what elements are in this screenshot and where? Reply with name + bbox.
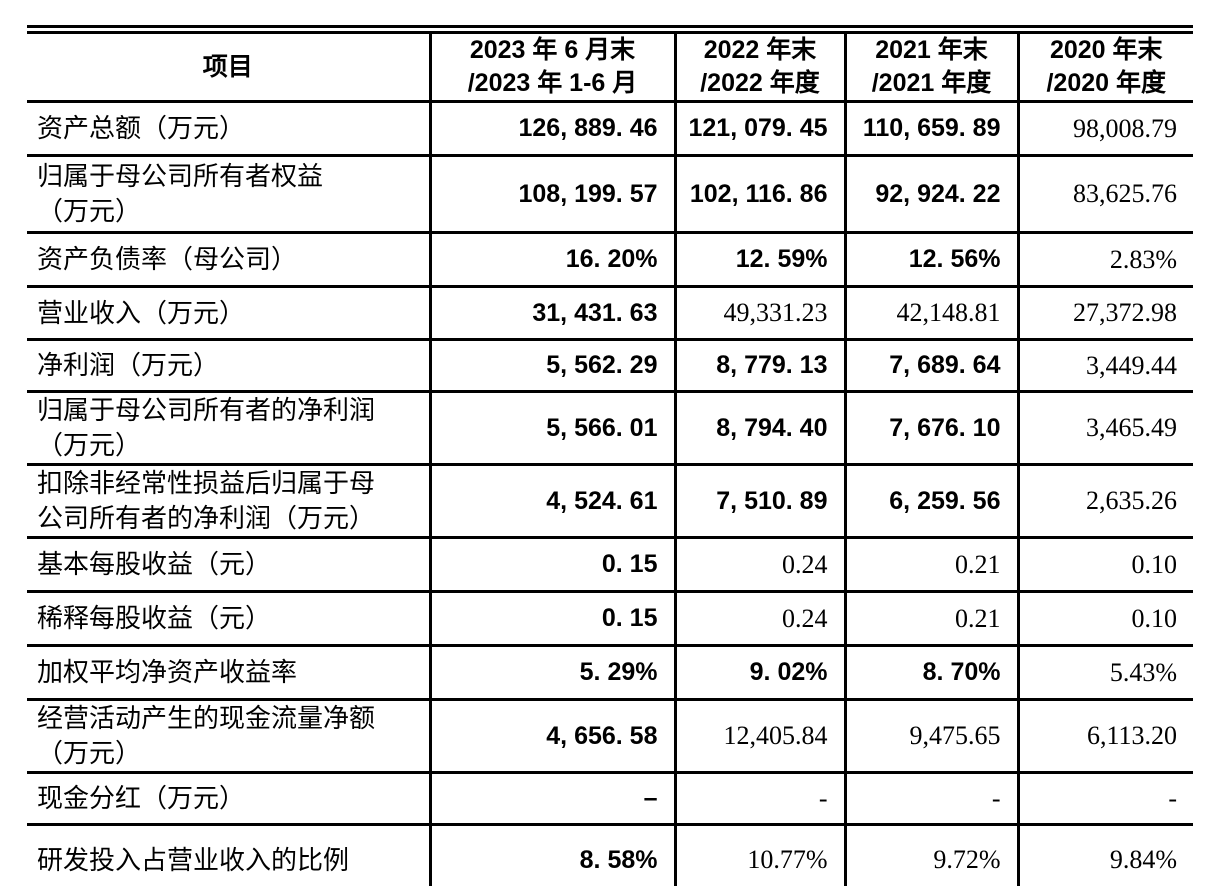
row-label: 资产总额（万元） (27, 101, 432, 157)
row-label: 经营活动产生的现金流量净额 （万元） (27, 699, 432, 774)
row-label: 净利润（万元） (27, 339, 432, 393)
cell-value: 16. 20% (430, 232, 677, 288)
financial-summary-table: 项目 2023 年 6 月末 /2023 年 1-6 月 2022 年末 /2022… (27, 25, 1193, 886)
column-header-2022: 2022 年末 /2022 年度 (675, 29, 847, 103)
cell-value: 102, 116. 86 (675, 155, 847, 234)
cell-value: 4, 656. 58 (430, 699, 677, 774)
table-row: 加权平均净资产收益率 5. 29% 9. 02% 8. 70% 5.43% (27, 645, 1193, 701)
table-row: 归属于母公司所有者的净利润 （万元） 5, 566. 01 8, 794. 40 7,… (27, 391, 1193, 466)
cell-value: 0.10 (1018, 591, 1193, 647)
row-label: 基本每股收益（元） (27, 537, 432, 593)
cell-value: 8, 779. 13 (675, 339, 847, 393)
row-label: 加权平均净资产收益率 (27, 645, 432, 701)
table-row: 扣除非经常性损益后归属于母 公司所有者的净利润（万元） 4, 524. 61 7, … (27, 464, 1193, 539)
cell-value: - (675, 772, 847, 826)
cell-value: 0.24 (675, 591, 847, 647)
cell-value: 83,625.76 (1018, 155, 1193, 234)
cell-value: 7, 676. 10 (845, 391, 1020, 466)
cell-value: 6,113.20 (1018, 699, 1193, 774)
cell-value: 3,465.49 (1018, 391, 1193, 466)
cell-value: 8. 58% (430, 824, 677, 886)
row-label: 营业收入（万元） (27, 286, 432, 341)
cell-value: – (430, 772, 677, 826)
cell-value: 12. 59% (675, 232, 847, 288)
table-row: 基本每股收益（元） 0. 15 0.24 0.21 0.10 (27, 537, 1193, 593)
cell-value: 2.83% (1018, 232, 1193, 288)
cell-value: 27,372.98 (1018, 286, 1193, 341)
table-row: 稀释每股收益（元） 0. 15 0.24 0.21 0.10 (27, 591, 1193, 647)
row-label: 稀释每股收益（元） (27, 591, 432, 647)
row-label: 现金分红（万元） (27, 772, 432, 826)
cell-value: 12,405.84 (675, 699, 847, 774)
cell-value: 0.24 (675, 537, 847, 593)
cell-value: 121, 079. 45 (675, 101, 847, 157)
column-header-2023: 2023 年 6 月末 /2023 年 1-6 月 (430, 29, 677, 103)
cell-value: 3,449.44 (1018, 339, 1193, 393)
table-row: 营业收入（万元） 31, 431. 63 49,331.23 42,148.81 27,… (27, 286, 1193, 341)
cell-value: 42,148.81 (845, 286, 1020, 341)
table-row: 现金分红（万元） – - - - (27, 772, 1193, 826)
cell-value: 0. 15 (430, 591, 677, 647)
cell-value: 0.21 (845, 537, 1020, 593)
table-row: 归属于母公司所有者权益 （万元） 108, 199. 57 102, 116. 86… (27, 155, 1193, 234)
cell-value: 5, 566. 01 (430, 391, 677, 466)
cell-value: 4, 524. 61 (430, 464, 677, 539)
column-header-item: 项目 (27, 29, 432, 103)
cell-value: 6, 259. 56 (845, 464, 1020, 539)
cell-value: 9. 02% (675, 645, 847, 701)
table-header: 项目 2023 年 6 月末 /2023 年 1-6 月 2022 年末 /2022… (27, 29, 1193, 103)
row-label: 扣除非经常性损益后归属于母 公司所有者的净利润（万元） (27, 464, 432, 539)
cell-value: 126, 889. 46 (430, 101, 677, 157)
cell-value: 9,475.65 (845, 699, 1020, 774)
cell-value: 49,331.23 (675, 286, 847, 341)
cell-value: 5. 29% (430, 645, 677, 701)
table-row: 净利润（万元） 5, 562. 29 8, 779. 13 7, 689. 64 3,4… (27, 339, 1193, 393)
cell-value: 8. 70% (845, 645, 1020, 701)
cell-value: 10.77% (675, 824, 847, 886)
cell-value: - (1018, 772, 1193, 826)
cell-value: 9.84% (1109, 845, 1177, 875)
cell-value: 108, 199. 57 (430, 155, 677, 234)
cell-value: 31, 431. 63 (430, 286, 677, 341)
cell-value: - (845, 772, 1020, 826)
row-label: 归属于母公司所有者权益 （万元） (27, 155, 432, 234)
cell-value: 7, 510. 89 (675, 464, 847, 539)
table-body: 资产总额（万元） 126, 889. 46 121, 079. 45 110, 659… (27, 101, 1193, 886)
cell-value: 0. 15 (430, 537, 677, 593)
cell-value: 92, 924. 22 (845, 155, 1020, 234)
column-header-2021: 2021 年末 /2021 年度 (845, 29, 1020, 103)
cell-value: 9.72% (845, 824, 1020, 886)
table-row: 资产总额（万元） 126, 889. 46 121, 079. 45 110, 659… (27, 101, 1193, 157)
row-label: 归属于母公司所有者的净利润 （万元） (27, 391, 432, 466)
cell-value: 5.43% (1018, 645, 1193, 701)
cell-value: 7, 689. 64 (845, 339, 1020, 393)
table-header-row: 项目 2023 年 6 月末 /2023 年 1-6 月 2022 年末 /2022… (27, 29, 1193, 103)
cell-value: 0.21 (845, 591, 1020, 647)
table-row: 资产负债率（母公司） 16. 20% 12. 59% 12. 56% 2.83% (27, 232, 1193, 288)
row-label: 研发投入占营业收入的比例 (27, 824, 432, 886)
cell-value: 12. 56% (845, 232, 1020, 288)
cell-value: 0.10 (1018, 537, 1193, 593)
cell-value: 98,008.79 (1018, 101, 1193, 157)
column-header-2020: 2020 年末 /2020 年度 (1018, 29, 1193, 103)
table-row: 研发投入占营业收入的比例 8. 58% 10.77% 9.72% 9.84% (27, 824, 1193, 886)
cell-value: 5, 562. 29 (430, 339, 677, 393)
cell-value: 110, 659. 89 (845, 101, 1020, 157)
row-label: 资产负债率（母公司） (27, 232, 432, 288)
cell-value: 2,635.26 (1018, 464, 1193, 539)
cell-value: 8, 794. 40 (675, 391, 847, 466)
table-row: 经营活动产生的现金流量净额 （万元） 4, 656. 58 12,405.84 9,4… (27, 699, 1193, 774)
